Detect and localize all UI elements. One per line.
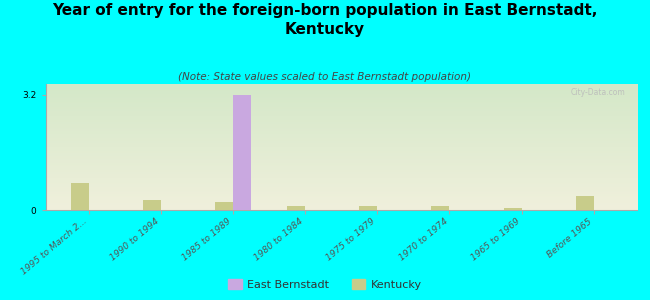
Legend: East Bernstadt, Kentucky: East Bernstadt, Kentucky [224, 275, 426, 294]
Text: Year of entry for the foreign-born population in East Bernstadt,
Kentucky: Year of entry for the foreign-born popul… [52, 3, 598, 37]
Bar [576, 196, 593, 210]
Text: (Note: State values scaled to East Bernstadt population): (Note: State values scaled to East Berns… [179, 72, 471, 82]
Bar [233, 95, 251, 210]
Bar [432, 206, 449, 210]
Bar [143, 200, 161, 210]
Text: City-Data.com: City-Data.com [571, 88, 625, 97]
Bar [359, 206, 377, 210]
Bar [287, 206, 306, 210]
Bar [71, 183, 89, 210]
Bar [215, 202, 233, 210]
Bar [504, 208, 521, 210]
